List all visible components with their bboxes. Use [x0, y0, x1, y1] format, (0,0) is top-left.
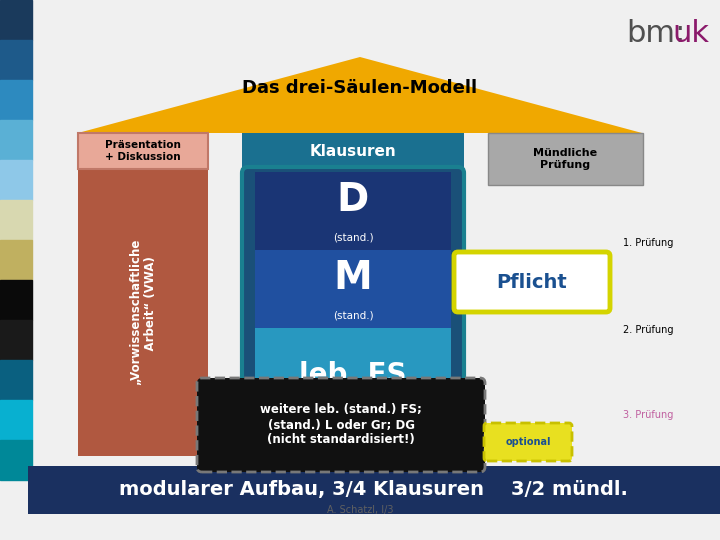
Bar: [0, 0, 32, 40]
Text: Präsentation
+ Diskussion: Präsentation + Diskussion: [105, 140, 181, 162]
Bar: [0, 200, 32, 240]
Bar: [255, 328, 451, 453]
Text: „Vorwissenschaftliche
    Arbeit“ (VWA): „Vorwissenschaftliche Arbeit“ (VWA): [129, 239, 157, 385]
Bar: [0, 160, 32, 200]
Text: (stand.): (stand.): [333, 311, 373, 321]
Bar: [488, 133, 643, 185]
Text: 2. Prüfung: 2. Prüfung: [623, 325, 673, 335]
Bar: [78, 133, 208, 169]
Text: modularer Aufbau, 3/4 Klausuren    3/2 mündl.: modularer Aufbau, 3/4 Klausuren 3/2 münd…: [119, 481, 627, 500]
Bar: [0, 120, 32, 160]
Text: weitere leb. (stand.) FS;
(stand.) L oder Gr; DG
(nicht standardisiert!): weitere leb. (stand.) FS; (stand.) L ode…: [260, 403, 422, 447]
Bar: [0, 40, 32, 80]
Text: Mündliche
Prüfung: Mündliche Prüfung: [533, 148, 597, 170]
Polygon shape: [78, 57, 642, 133]
Text: Klausuren: Klausuren: [310, 144, 397, 159]
Bar: [0, 320, 32, 360]
Bar: [0, 240, 32, 280]
Bar: [0, 440, 32, 480]
Text: D: D: [337, 181, 369, 219]
Text: optional: optional: [505, 437, 551, 447]
Bar: [242, 133, 464, 169]
Bar: [0, 80, 32, 120]
Text: (stand.): (stand.): [333, 233, 373, 243]
Text: Pflicht: Pflicht: [497, 273, 567, 292]
Text: Das drei-Säulen-Modell: Das drei-Säulen-Modell: [243, 79, 477, 97]
Text: uk: uk: [672, 18, 709, 48]
Bar: [0, 360, 32, 400]
Bar: [0, 280, 32, 320]
Bar: [255, 250, 451, 328]
Text: (davon stand.:
E, F, SP): (davon stand.: E, F, SP): [315, 409, 391, 431]
FancyBboxPatch shape: [454, 252, 610, 312]
Bar: [28, 466, 720, 514]
FancyBboxPatch shape: [484, 423, 572, 461]
Text: 1. Prüfung: 1. Prüfung: [623, 238, 673, 248]
Bar: [0, 400, 32, 440]
Text: leb. FS: leb. FS: [300, 361, 407, 389]
Text: M: M: [333, 259, 372, 297]
Text: 3. Prüfung: 3. Prüfung: [623, 410, 673, 420]
FancyBboxPatch shape: [197, 378, 485, 472]
Text: A. Schatzl, I/3: A. Schatzl, I/3: [327, 505, 393, 515]
Bar: [255, 172, 451, 250]
Bar: [78, 169, 208, 456]
FancyBboxPatch shape: [242, 167, 464, 466]
Text: bm:: bm:: [626, 18, 685, 48]
